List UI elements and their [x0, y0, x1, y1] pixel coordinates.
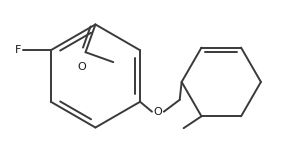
Text: F: F: [15, 45, 21, 55]
Text: O: O: [77, 62, 86, 72]
Text: O: O: [154, 107, 162, 117]
